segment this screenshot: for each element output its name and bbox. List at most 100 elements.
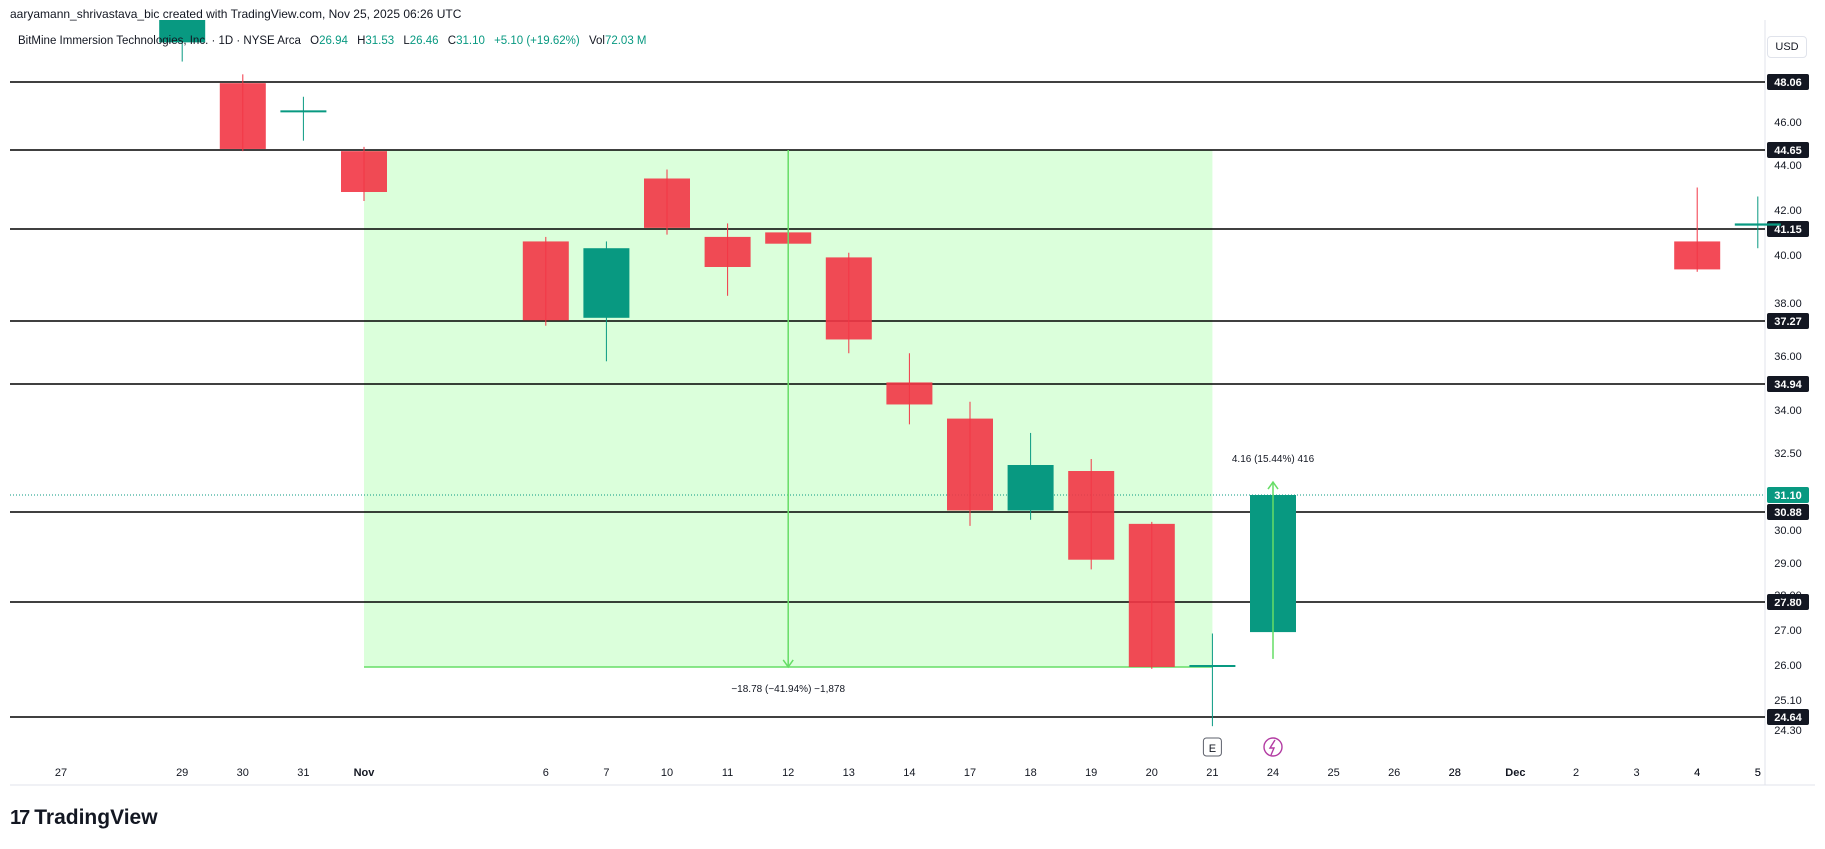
candle-body — [644, 178, 690, 228]
tradingview-logo-text: TradingView — [34, 806, 158, 829]
time-tick: 29 — [176, 767, 188, 779]
candle-body — [1007, 465, 1054, 511]
high-label: H — [357, 35, 366, 47]
symbol-legend: BitMine Immersion Technologies, Inc. · 1… — [18, 35, 653, 47]
last-price-label: 31.10 — [1774, 490, 1802, 502]
price-tick: 34.00 — [1774, 405, 1802, 417]
candle-body — [219, 83, 266, 149]
time-tick: 12 — [782, 767, 794, 779]
candles — [159, 20, 1781, 727]
tradingview-logo: 17 TradingView — [10, 806, 158, 830]
time-tick: 10 — [661, 767, 673, 779]
earnings-marker-label: E — [1209, 743, 1216, 755]
candle-body — [341, 151, 387, 192]
time-tick: 4 — [1694, 767, 1700, 779]
price-tick: 28.00 — [1774, 590, 1802, 602]
price-tick: 38.00 — [1774, 298, 1802, 310]
lightning-bolt-icon — [1268, 739, 1276, 756]
candle-body — [583, 248, 630, 318]
candle-body — [1189, 665, 1236, 667]
time-tick: 17 — [964, 767, 976, 779]
price-tick: 27.00 — [1774, 625, 1802, 637]
symbol-name: BitMine Immersion Technologies, Inc. · 1… — [18, 35, 301, 47]
level-label: 27.80 — [1774, 597, 1802, 609]
level-label-bg — [1767, 313, 1809, 329]
time-tick: 4 — [1694, 767, 1700, 779]
time-tick: 18 — [1024, 767, 1036, 779]
candle-body — [825, 257, 872, 340]
price-tick: 29.00 — [1774, 558, 1802, 570]
price-tick: 25.10 — [1774, 695, 1802, 707]
time-tick: 14 — [903, 767, 915, 779]
lightning-event-icon — [1263, 737, 1283, 757]
price-tick: 32.50 — [1774, 448, 1802, 460]
time-tick: 30 — [237, 767, 249, 779]
time-tick: 2 — [1573, 767, 1579, 779]
horizontal-levels: 48.06 44.65 41.15 37.27 34.94 30.88 27.80 24.64… — [10, 74, 1809, 725]
price-tick: 40.00 — [1774, 250, 1802, 262]
candle-body — [1734, 223, 1781, 226]
time-tick: 7 — [603, 767, 609, 779]
time-tick: 31 — [297, 767, 309, 779]
time-tick: 5 — [1755, 767, 1761, 779]
volume-value: 72.03 M — [604, 35, 647, 47]
price-tick: 30.00 — [1774, 525, 1802, 537]
close-label: C — [447, 35, 457, 47]
candle-body — [1674, 241, 1721, 270]
volume-label: Vol — [588, 35, 605, 47]
time-tick: 11 — [722, 767, 733, 779]
time-tick: 28 — [1449, 767, 1461, 779]
time-tick: 25 — [1327, 767, 1339, 779]
level-label: 34.94 — [1774, 379, 1802, 391]
price-tick: 42.00 — [1774, 205, 1802, 217]
candle-body — [704, 236, 751, 267]
candle-body — [886, 382, 933, 405]
time-tick: 13 — [843, 767, 855, 779]
candle-body — [522, 241, 569, 321]
time-axis[interactable]: 27 28 29 30 31 Nov 4 5 6 7 10 11 12 13 14 17 18 19 20 21 24 2… — [55, 767, 1761, 779]
measure-arrow-head-up — [1267, 480, 1279, 490]
level-label: 44.65 — [1774, 145, 1802, 157]
time-tick: 3 — [1634, 767, 1640, 779]
time-tick: 20 — [1146, 767, 1158, 779]
measure-arrow-head — [782, 659, 794, 669]
low-value: 26.46 — [409, 35, 439, 47]
change-value: +5.10 (+19.62%) — [494, 35, 580, 47]
time-tick: 6 — [543, 767, 549, 779]
time-tick: 28 — [1449, 767, 1461, 779]
candle-body — [947, 418, 993, 511]
open-label: O — [310, 35, 320, 47]
price-tick: 36.00 — [1774, 351, 1802, 363]
candle-body — [280, 110, 327, 113]
level-label-bg — [1767, 594, 1809, 610]
level-label: 37.27 — [1774, 316, 1802, 328]
level-label-bg — [1767, 142, 1809, 158]
price-tick: 26.00 — [1774, 660, 1802, 672]
level-label: 30.88 — [1774, 507, 1802, 519]
time-tick: 24 — [1267, 767, 1279, 779]
candle-body — [1068, 471, 1115, 560]
last-price-label-bg — [1767, 487, 1809, 503]
price-tick: 46.00 — [1774, 117, 1802, 129]
event-markers[interactable]: E — [1202, 737, 1283, 757]
tradingview-logo-icon: 17 — [10, 806, 30, 829]
candle-body — [1128, 523, 1175, 667]
price-axis[interactable]: 46.00 44.00 42.00 40.00 38.00 36.00 34.00 32.50… — [1774, 117, 1802, 737]
level-label-bg — [1767, 376, 1809, 392]
level-label-bg — [1767, 709, 1809, 725]
level-label: 48.06 — [1774, 77, 1802, 89]
earnings-marker-icon — [1202, 737, 1222, 757]
time-tick: Nov — [354, 767, 376, 779]
time-tick: 27 — [55, 767, 67, 779]
level-label: 41.15 — [1774, 224, 1802, 236]
time-tick: 19 — [1085, 767, 1097, 779]
candle-body — [159, 20, 206, 43]
high-value: 31.53 — [365, 35, 395, 47]
time-tick: 5 — [1755, 767, 1761, 779]
measure-tools: −18.78 (−41.94%) −1,878 4.16 (15.44%) 416 — [731, 150, 1315, 695]
time-tick: 26 — [1388, 767, 1400, 779]
time-tick: 21 — [1206, 767, 1218, 779]
open-value: 26.94 — [319, 35, 348, 47]
currency-button[interactable]: USD — [1767, 36, 1807, 58]
